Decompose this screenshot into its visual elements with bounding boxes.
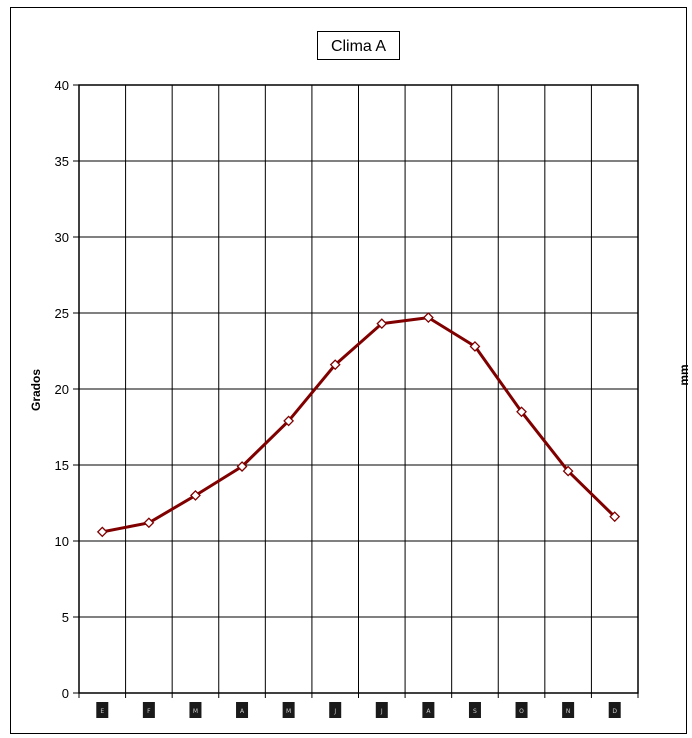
x-tick-label-box: [608, 702, 621, 718]
y-tick-label: 5: [62, 610, 69, 625]
chart-title: Clima A: [317, 31, 400, 60]
x-tick-label-box: [282, 702, 295, 718]
data-point-marker: [96, 526, 108, 538]
y-tick-label: 15: [55, 458, 69, 473]
chart-title-box: [317, 31, 400, 60]
x-tick-label: J: [380, 708, 383, 715]
data-point-marker: [143, 517, 155, 529]
y-tick-label: 20: [55, 382, 69, 397]
x-tick-label: D: [612, 708, 617, 715]
x-tick-label: A: [426, 708, 431, 715]
plot-area: [78, 84, 639, 694]
data-point-marker: [469, 341, 481, 352]
x-tick-label-box: [375, 702, 388, 718]
y-tick-label: 0: [62, 686, 69, 701]
data-point-marker: [236, 461, 248, 472]
data-point-marker: [329, 359, 341, 371]
series-layer: [96, 312, 621, 538]
data-point-marker: [283, 415, 295, 427]
secondary-axis-title: mm: [677, 364, 691, 385]
y-tick-label: 30: [55, 230, 69, 245]
data-point-marker: [376, 318, 388, 330]
x-tick-label-box: [515, 702, 528, 718]
x-tick-label: J: [333, 708, 336, 715]
data-point-marker: [422, 312, 434, 323]
chart-title-text: Clima A: [331, 38, 386, 55]
series-line: [102, 316, 616, 534]
x-tick-label: F: [147, 708, 151, 715]
x-tick-label: N: [566, 708, 571, 715]
y-tick-label: 25: [55, 306, 69, 321]
x-tick-label-box: [562, 702, 575, 718]
x-tick-label-box: [142, 702, 155, 718]
x-tick-label: A: [240, 708, 245, 715]
y-tick-label: 10: [55, 534, 69, 549]
x-tick-label: S: [473, 708, 477, 715]
x-tick-label-box: [189, 702, 202, 718]
x-tick-label-box: [422, 702, 435, 718]
data-point-marker: [190, 489, 201, 501]
x-tick-label: O: [519, 708, 524, 715]
x-tick-label-box: [329, 702, 342, 718]
axis-ticks: 0 5 10 15 20 25 30 35 40 E F M A M J J A S O N D: [55, 78, 639, 718]
x-tick-label: M: [193, 708, 198, 715]
y-axis-title: Grados: [29, 369, 43, 411]
x-tick-label-box: [236, 702, 249, 718]
x-tick-label: M: [286, 708, 291, 715]
y-tick-label: 40: [55, 78, 69, 93]
data-point-marker: [516, 406, 527, 418]
data-point-marker: [562, 465, 574, 477]
x-tick-label-box: [96, 702, 109, 718]
y-tick-label: 35: [55, 154, 69, 169]
data-point-marker: [609, 511, 621, 523]
x-tick-label-box: [468, 702, 481, 718]
x-tick-label: E: [100, 708, 104, 715]
